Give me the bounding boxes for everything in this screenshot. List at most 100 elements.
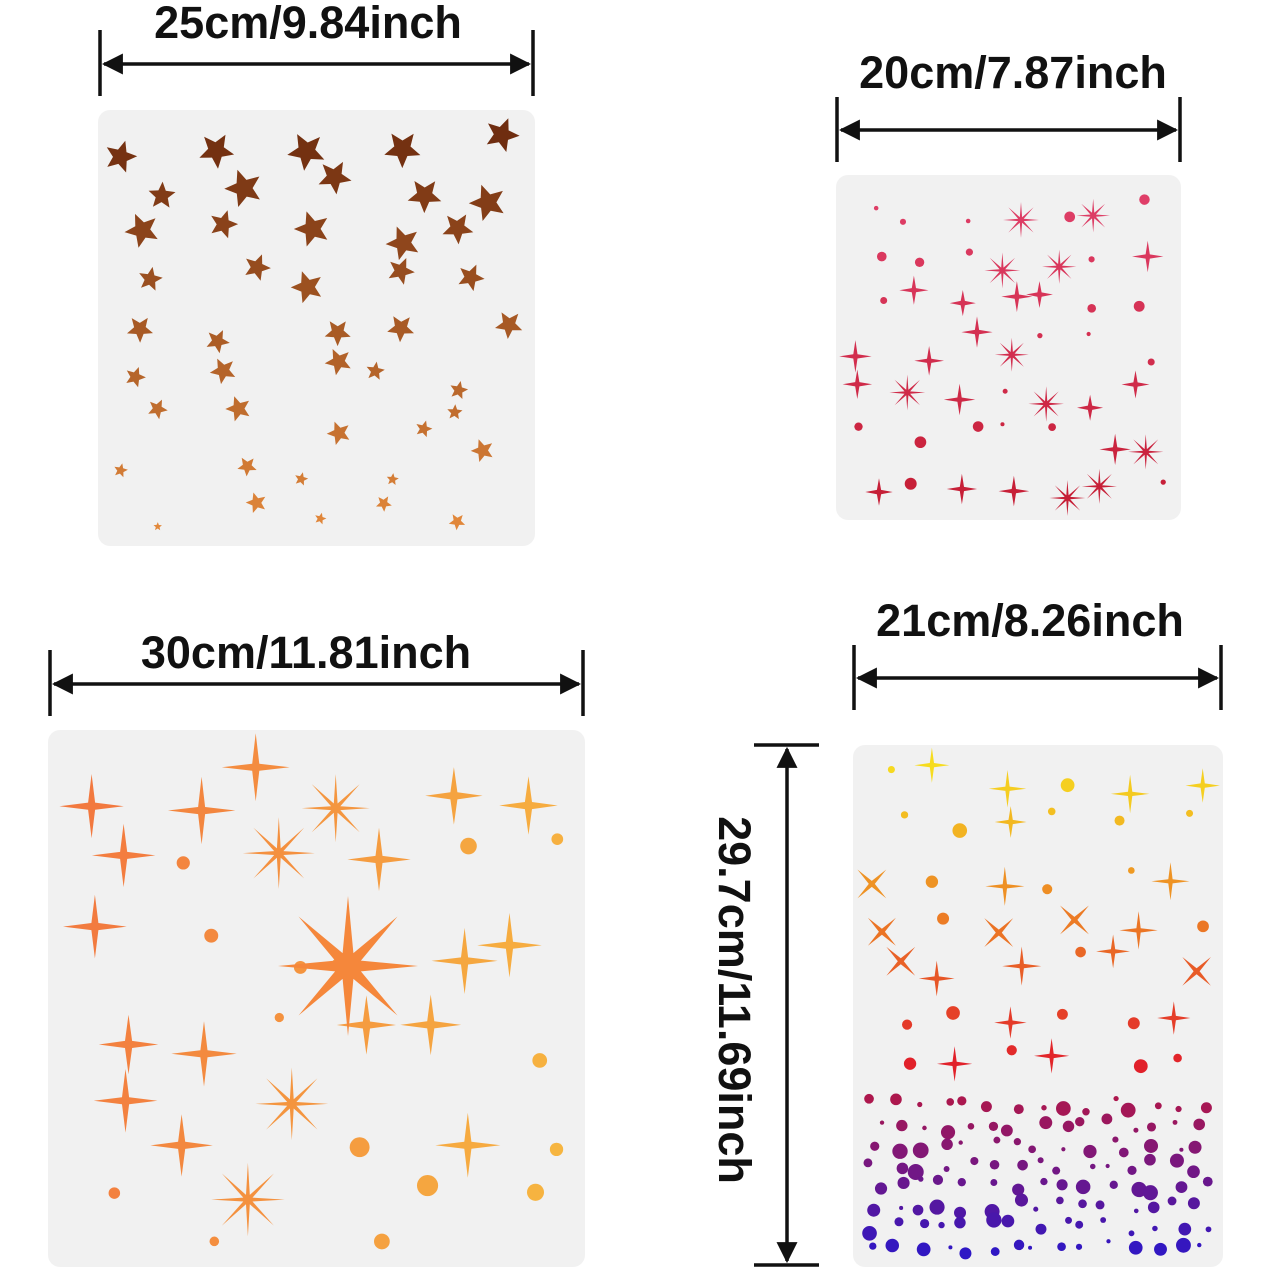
- dot-cutout: [1133, 300, 1145, 312]
- sparkle-cutout: [914, 747, 950, 783]
- sparkle-cutout: [937, 1046, 973, 1082]
- star-cutout: [486, 118, 520, 152]
- sparkle-cutout: [988, 770, 1027, 808]
- sparkle-cutout: [211, 1162, 285, 1237]
- dot-cutout: [1078, 1199, 1087, 1209]
- dot-cutout: [549, 1142, 564, 1157]
- sparkle-cutout: [400, 994, 462, 1056]
- dot-cutout: [904, 477, 917, 490]
- sparkle-cutout: [946, 473, 978, 505]
- star-cutout: [495, 312, 523, 339]
- dot-cutout: [1052, 1166, 1061, 1175]
- star-cutout: [287, 134, 325, 171]
- dot-cutout: [899, 218, 907, 225]
- dot-cutout: [1114, 815, 1125, 826]
- dot-cutout: [1087, 303, 1097, 313]
- dot-cutout: [1128, 1240, 1143, 1255]
- dot-cutout: [876, 251, 887, 262]
- sparkle-cutout: [1185, 768, 1220, 803]
- dot-cutout: [1013, 1104, 1024, 1115]
- sparkle-cutout: [1003, 202, 1039, 238]
- dot-cutout: [1178, 1222, 1192, 1236]
- dot-cutout: [917, 1101, 923, 1108]
- dot-cutout: [1002, 388, 1008, 394]
- dot-cutout: [551, 833, 564, 846]
- star-cutout: [470, 439, 493, 462]
- star-cutout: [385, 226, 419, 261]
- dot-cutout: [965, 248, 973, 256]
- dot-cutout: [1179, 1147, 1184, 1152]
- star-cutout: [206, 330, 230, 354]
- dot-cutout: [957, 1178, 966, 1187]
- star-cutout: [293, 211, 328, 247]
- dot-cutout: [1154, 1242, 1167, 1256]
- dot-cutout: [1175, 1181, 1188, 1193]
- dot-cutout: [894, 1217, 904, 1227]
- dot-cutout: [1128, 867, 1135, 874]
- dot-cutout: [1065, 1216, 1072, 1224]
- star-cutout: [326, 421, 350, 445]
- dot-cutout: [1075, 946, 1086, 958]
- sparkle-cutout: [1110, 774, 1150, 814]
- dot-cutout: [990, 1179, 998, 1186]
- sparkle-cutout: [347, 827, 411, 892]
- dot-cutout: [1037, 333, 1043, 339]
- dot-cutout: [1057, 1242, 1066, 1252]
- star-cutout: [199, 134, 235, 169]
- star-cutout: [450, 381, 469, 399]
- dot-cutout: [1120, 1102, 1136, 1118]
- dot-cutout: [954, 1206, 967, 1219]
- sparkle-cutout: [1151, 862, 1190, 901]
- dot-cutout: [1144, 1153, 1156, 1166]
- dot-cutout: [1154, 1102, 1162, 1110]
- dot-cutout: [176, 856, 190, 870]
- dot-cutout: [1047, 807, 1056, 816]
- dot-cutout: [1105, 1163, 1110, 1169]
- dot-cutout: [1000, 422, 1005, 427]
- star-cutout: [225, 396, 250, 422]
- dot-cutout: [1202, 1176, 1213, 1187]
- star-cutout: [448, 514, 466, 531]
- dot-cutout: [1061, 1147, 1066, 1152]
- dot-cutout: [948, 1245, 953, 1250]
- sparkle-cutout: [1121, 370, 1150, 399]
- dot-cutout: [1035, 1223, 1047, 1235]
- width-label: 21cm/8.26inch: [876, 595, 1184, 646]
- dot-cutout: [873, 205, 879, 211]
- dot-cutout: [1028, 1245, 1033, 1250]
- dot-cutout: [896, 1162, 909, 1175]
- dot-cutout: [914, 257, 925, 267]
- dot-cutout: [914, 436, 927, 449]
- dot-cutout: [986, 1212, 1002, 1228]
- height-label: 29.7cm/11.69inch: [709, 816, 760, 1184]
- dot-cutout: [900, 811, 909, 819]
- dot-cutout: [1139, 194, 1150, 205]
- dot-cutout: [867, 1203, 881, 1217]
- dot-cutout: [902, 1019, 913, 1030]
- star-cutout: [295, 472, 309, 486]
- dot-cutout: [972, 421, 984, 432]
- dot-cutout: [1088, 256, 1095, 263]
- dot-cutout: [1197, 920, 1209, 933]
- sparkle-cutout: [1096, 934, 1130, 969]
- star-cutout: [384, 133, 421, 169]
- star-cutout: [324, 321, 351, 347]
- dot-cutout: [967, 1123, 975, 1130]
- sparkle-cutout: [221, 733, 290, 802]
- sparkle-cutout: [865, 478, 893, 506]
- width-label: 30cm/11.81inch: [141, 627, 471, 678]
- sparkle-cutout: [886, 946, 916, 976]
- star-cutout: [126, 367, 146, 388]
- star-cutout: [468, 184, 504, 221]
- stencil-1: [98, 110, 535, 546]
- sparkle-cutout: [984, 918, 1014, 947]
- dot-cutout: [1133, 1127, 1139, 1133]
- width-label: 25cm/9.84inch: [154, 0, 462, 48]
- dot-cutout: [1146, 1122, 1157, 1132]
- star-cutout: [245, 254, 271, 281]
- sparkle-cutout: [435, 1112, 501, 1178]
- sparkle-cutout: [842, 369, 873, 399]
- sparkle-cutout: [985, 866, 1025, 906]
- dot-cutout: [958, 1140, 963, 1145]
